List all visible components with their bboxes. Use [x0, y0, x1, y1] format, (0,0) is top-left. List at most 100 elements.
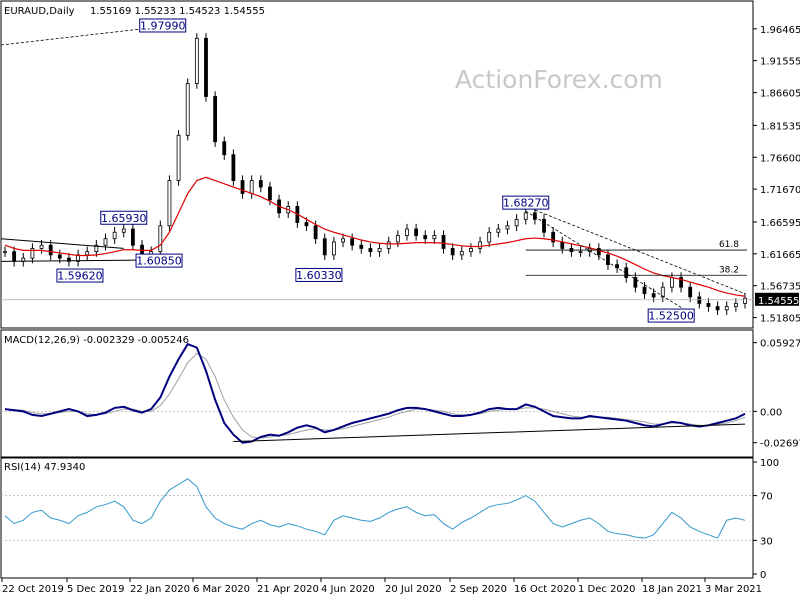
rsi-tick-label: 0 — [760, 570, 766, 581]
candle-body — [258, 180, 263, 188]
symbol-label: EURAUD,Daily — [4, 6, 75, 17]
candle-body — [67, 257, 71, 262]
candle-body — [423, 235, 428, 240]
candle-body — [213, 96, 218, 143]
x-tick-label: 22 Oct 2019 — [2, 584, 64, 595]
candle-body — [240, 180, 245, 194]
candle-body — [441, 235, 446, 249]
candle-body — [596, 248, 601, 256]
candle-body — [377, 248, 382, 253]
candle-body — [12, 251, 17, 262]
x-tick-label: 21 Apr 2020 — [257, 584, 319, 595]
rsi-tick-label: 30 — [760, 536, 773, 547]
candle-body — [350, 238, 355, 246]
candle-body — [103, 238, 108, 246]
candle-body — [578, 251, 583, 254]
dashed-trendline — [0, 23, 185, 46]
candle-body — [688, 286, 693, 298]
price-label-box — [100, 210, 148, 225]
x-tick-label: 5 Dec 2019 — [67, 584, 125, 595]
price-panel-frame — [0, 0, 754, 329]
price-label: 1.68270 — [503, 197, 549, 210]
candle-body — [76, 254, 80, 262]
candle-body — [304, 222, 309, 227]
candle-body — [57, 254, 62, 259]
candle-body — [341, 238, 345, 243]
candle-body — [30, 248, 35, 259]
candle-body — [121, 228, 126, 233]
candle-body — [249, 180, 254, 194]
candle-body — [368, 248, 373, 253]
rsi-label: RSI(14) 47.9340 — [4, 462, 85, 473]
candle-body — [414, 228, 419, 236]
candle-body — [3, 251, 7, 254]
candle-body — [651, 293, 656, 298]
fib-level-label: 61.8 — [719, 240, 739, 250]
candle-body — [459, 251, 464, 256]
candle-body — [322, 238, 327, 256]
price-label-box — [56, 268, 104, 283]
candle-body — [222, 141, 227, 156]
macd-tick-label: 0.00 — [760, 407, 782, 418]
price-label: 1.59620 — [57, 270, 103, 283]
macd-label: MACD(12,26,9) -0.002329 -0.005246 — [4, 335, 189, 346]
rsi-tick-label: 70 — [760, 492, 773, 503]
rsi-line — [4, 478, 746, 539]
x-tick-label: 2 Sep 2020 — [450, 584, 507, 595]
candle-body — [359, 244, 364, 249]
candle-body — [432, 235, 437, 240]
candle-body — [542, 218, 546, 233]
candle-body — [167, 180, 172, 227]
candle-body — [514, 218, 519, 227]
candle-body — [39, 244, 44, 249]
macd-signal-line — [4, 352, 746, 439]
triangle-line — [0, 238, 124, 249]
candle-body — [560, 241, 565, 249]
price-tick-label: 1.71670 — [760, 185, 800, 196]
candle-body — [450, 248, 455, 256]
price-tick-label: 1.61665 — [760, 250, 800, 261]
price-tick-label: 1.86605 — [760, 89, 800, 100]
price-tick-label: 1.81535 — [760, 121, 800, 132]
rsi-layer — [1, 478, 753, 541]
candle-body — [660, 286, 665, 298]
price-tick-label: 1.51805 — [760, 314, 800, 325]
x-tick-label: 20 Jul 2020 — [385, 584, 442, 595]
axis-layer: 1.96465 1.91555 1.86605 1.81535 1.76600 1.716… — [1, 25, 800, 595]
x-tick-label: 1 Dec 2020 — [578, 584, 636, 595]
price-label: 1.97990 — [140, 19, 186, 32]
candle-body — [532, 212, 537, 220]
candle-body — [715, 306, 720, 311]
rsi-panel-frame — [0, 457, 754, 579]
price-label: 1.52500 — [648, 310, 694, 323]
macd-line — [4, 342, 746, 444]
candle-body — [706, 302, 711, 308]
macd-tick-label: 0.059272 — [760, 339, 800, 350]
candle-body — [724, 306, 729, 311]
price-tick-label: 1.66595 — [760, 218, 800, 229]
price-label-box — [139, 18, 187, 33]
candle-body — [268, 186, 272, 201]
price-label-box — [647, 308, 695, 323]
x-tick-label: 18 Jan 2021 — [642, 584, 702, 595]
price-tick-label: 1.76600 — [760, 153, 800, 164]
candle-body — [523, 212, 528, 220]
moving-average-line — [4, 176, 746, 297]
candle-body — [487, 231, 492, 243]
candle-body — [469, 248, 473, 253]
price-label-box — [295, 267, 343, 282]
candle-body — [204, 37, 208, 97]
x-tick-label: 4 Jun 2020 — [321, 584, 375, 595]
price-tick-label: 1.56735 — [760, 282, 800, 293]
candle-body — [131, 228, 135, 246]
x-tick-label: 16 Oct 2020 — [514, 584, 576, 595]
current-price-badge — [755, 292, 799, 306]
dashed-trendline — [525, 210, 691, 314]
dashed-trendline — [525, 206, 746, 295]
candle-body — [386, 241, 391, 249]
candle-body — [478, 241, 482, 249]
candle-body — [679, 277, 683, 288]
candle-body — [94, 244, 99, 253]
candle-body — [112, 231, 117, 240]
